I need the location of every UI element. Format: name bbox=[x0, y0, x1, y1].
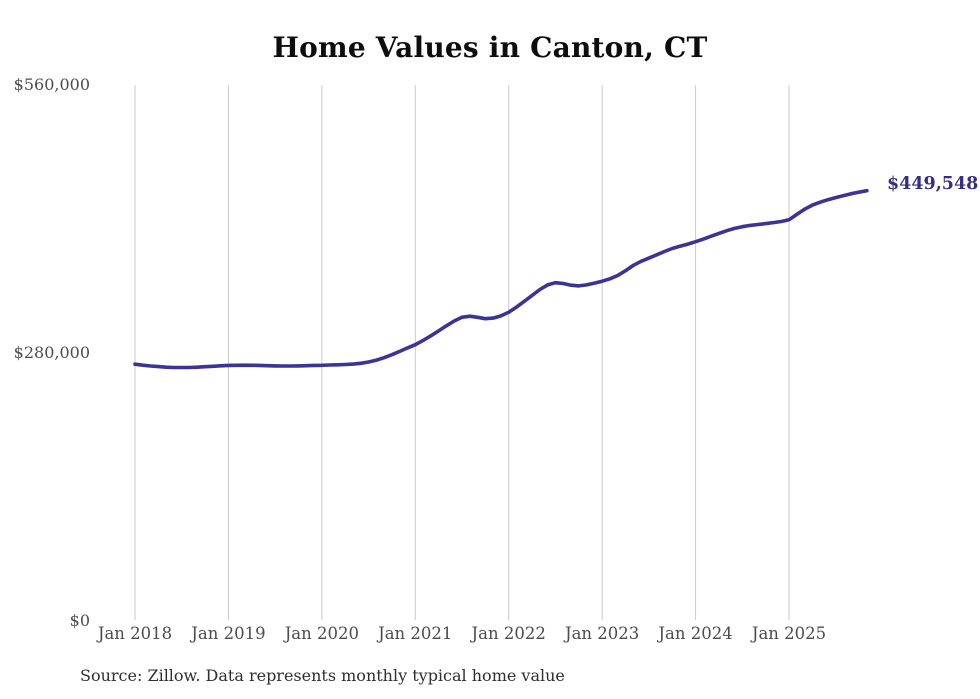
chart-title: Home Values in Canton, CT bbox=[272, 31, 708, 64]
x-axis-tick-label: Jan 2021 bbox=[378, 624, 453, 643]
home-value-series-line bbox=[133, 188, 869, 370]
x-axis-tick-label: Jan 2019 bbox=[191, 624, 266, 643]
source-note: Source: Zillow. Data represents monthly … bbox=[80, 666, 565, 685]
last-value-label: $449,548 bbox=[887, 174, 979, 194]
x-axis-tick-label: Jan 2023 bbox=[564, 624, 640, 643]
x-axis-tick-label: Jan 2018 bbox=[97, 624, 173, 643]
y-axis-tick-label-0: $0 bbox=[69, 611, 90, 630]
x-axis-tick-label: Jan 2025 bbox=[751, 624, 827, 643]
x-axis-tick-label: Jan 2022 bbox=[471, 624, 546, 643]
y-axis-tick-label-560000: $560,000 bbox=[13, 75, 90, 94]
x-axis-tick-label: Jan 2020 bbox=[284, 624, 360, 643]
x-axis-tick-label: Jan 2024 bbox=[658, 624, 733, 643]
y-axis-tick-label-280000: $280,000 bbox=[13, 343, 90, 362]
